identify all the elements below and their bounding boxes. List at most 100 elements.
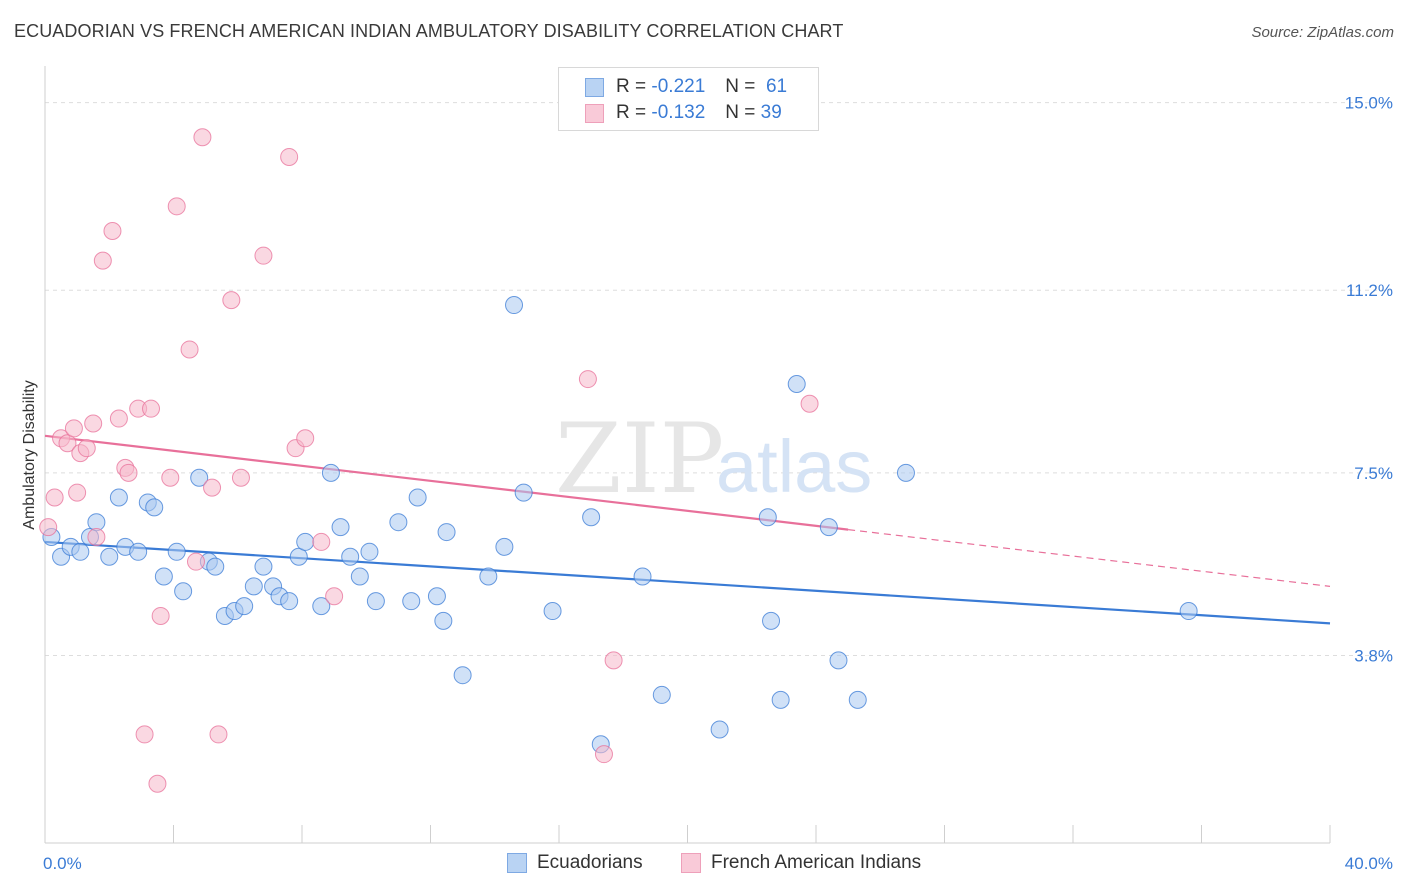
legend-n-label: N =	[725, 76, 756, 97]
legend-row-french-american-indians: R = -0.132 N = 39	[585, 101, 782, 125]
point-ecuadorians	[633, 567, 652, 586]
point-ecuadorians	[71, 542, 90, 561]
y-tick-label: 15.0%	[1345, 94, 1393, 113]
point-french-american-indians	[193, 128, 212, 147]
point-ecuadorians	[154, 567, 173, 586]
point-ecuadorians	[543, 602, 562, 621]
y-tick-label: 7.5%	[1354, 464, 1393, 483]
point-ecuadorians	[366, 592, 385, 611]
point-ecuadorians	[129, 542, 148, 561]
point-french-american-indians	[93, 251, 112, 270]
point-ecuadorians	[848, 690, 867, 709]
point-ecuadorians	[427, 587, 446, 606]
point-french-american-indians	[161, 468, 180, 487]
point-ecuadorians	[360, 542, 379, 561]
bottom-legend: Ecuadorians French American Indians	[0, 852, 1406, 878]
point-ecuadorians	[341, 547, 360, 566]
point-ecuadorians	[321, 463, 340, 482]
point-french-american-indians	[64, 419, 83, 438]
point-french-american-indians	[58, 434, 77, 453]
point-french-american-indians	[325, 587, 344, 606]
y-tick-labels: 3.8% 7.5% 11.2% 15.0%	[1345, 94, 1393, 666]
legend-r-label: R =	[616, 102, 647, 123]
point-ecuadorians	[254, 557, 273, 576]
point-ecuadorians	[652, 685, 671, 704]
legend-n-label: N =	[725, 102, 756, 123]
point-ecuadorians	[453, 666, 472, 685]
legend-swatch-pink	[585, 103, 604, 123]
point-french-american-indians	[231, 468, 250, 487]
legend-n-value: 39	[760, 102, 782, 123]
point-french-american-indians	[222, 291, 241, 310]
point-ecuadorians	[312, 597, 331, 616]
trend-lines	[44, 434, 1331, 625]
point-ecuadorians	[100, 547, 119, 566]
point-french-american-indians	[119, 463, 138, 482]
x-tick-labels: 0.0% 40.0%	[43, 854, 1393, 873]
bottom-legend-swatch-blue	[507, 853, 527, 873]
x-tick-label: 40.0%	[1345, 854, 1393, 873]
point-ecuadorians	[145, 498, 164, 517]
point-french-american-indians	[151, 606, 170, 625]
point-french-american-indians	[209, 725, 228, 744]
point-ecuadorians	[280, 592, 299, 611]
grid-lines	[45, 102, 1392, 656]
point-ecuadorians	[479, 567, 498, 586]
legend-swatch-blue	[585, 77, 604, 97]
watermark-zip: ZIP	[555, 403, 724, 515]
legend-row-ecuadorians: R = -0.221 N = 61	[585, 75, 787, 99]
point-ecuadorians	[167, 542, 186, 561]
legend-r-value: -0.132	[651, 102, 706, 123]
point-ecuadorians	[762, 611, 781, 630]
point-ecuadorians	[1179, 602, 1198, 621]
x-tick-label: 0.0%	[43, 854, 82, 873]
point-ecuadorians	[331, 518, 350, 537]
bottom-legend-ecuadorians: Ecuadorians	[507, 852, 643, 874]
trend-line	[44, 434, 849, 531]
point-french-american-indians	[87, 528, 106, 546]
point-ecuadorians	[289, 547, 308, 566]
bottom-legend-label: French American Indians	[711, 852, 922, 873]
point-ecuadorians	[434, 611, 453, 630]
data-points	[39, 128, 1198, 793]
point-french-american-indians	[312, 532, 331, 551]
point-french-american-indians	[68, 483, 87, 502]
point-french-american-indians	[800, 394, 819, 413]
point-ecuadorians	[505, 296, 524, 315]
bottom-legend-swatch-pink	[681, 853, 701, 873]
point-french-american-indians	[280, 147, 299, 166]
legend-r-label: R =	[616, 76, 647, 97]
point-ecuadorians	[190, 468, 209, 487]
point-ecuadorians	[402, 592, 421, 611]
point-ecuadorians	[174, 582, 193, 601]
point-french-american-indians	[578, 370, 597, 389]
point-french-american-indians	[148, 774, 167, 793]
axes	[44, 66, 1331, 844]
point-french-american-indians	[77, 439, 96, 458]
point-ecuadorians	[408, 488, 427, 507]
point-french-american-indians	[594, 745, 613, 764]
point-french-american-indians	[296, 429, 315, 448]
point-ecuadorians	[206, 557, 225, 576]
point-ecuadorians	[244, 577, 263, 596]
point-french-american-indians	[45, 488, 64, 507]
watermark: ZIP atlas	[555, 403, 872, 515]
point-ecuadorians	[109, 488, 128, 507]
point-ecuadorians	[235, 597, 254, 616]
point-french-american-indians	[39, 518, 58, 537]
bottom-legend-label: Ecuadorians	[537, 852, 643, 873]
point-french-american-indians	[84, 414, 103, 433]
point-french-american-indians	[604, 651, 623, 670]
point-french-american-indians	[109, 409, 128, 428]
point-ecuadorians	[514, 483, 533, 502]
point-french-american-indians	[167, 197, 186, 216]
y-axis-title: Ambulatory Disability	[21, 380, 38, 529]
trend-line	[848, 529, 1331, 587]
point-ecuadorians	[896, 463, 915, 482]
watermark-atlas: atlas	[716, 425, 872, 508]
bottom-legend-french-american-indians: French American Indians	[681, 852, 921, 874]
point-french-american-indians	[203, 478, 222, 497]
point-ecuadorians	[437, 523, 456, 542]
point-french-american-indians	[186, 552, 205, 571]
